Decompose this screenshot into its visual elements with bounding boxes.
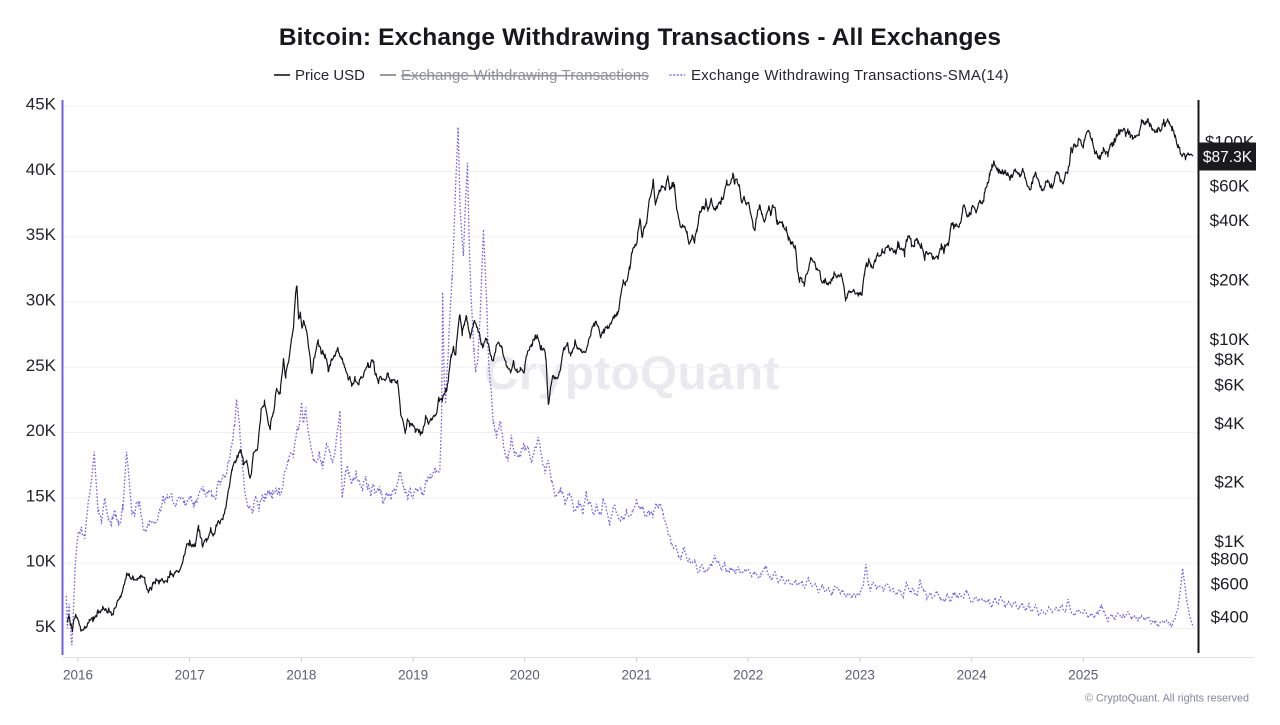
svg-text:$10K: $10K — [1210, 330, 1250, 349]
svg-text:2024: 2024 — [957, 668, 988, 683]
svg-text:$87.3K: $87.3K — [1203, 149, 1253, 166]
svg-text:$2K: $2K — [1214, 473, 1245, 492]
svg-text:45K: 45K — [26, 95, 57, 114]
svg-text:35K: 35K — [26, 225, 57, 244]
svg-text:$6K: $6K — [1214, 376, 1245, 395]
svg-text:$60K: $60K — [1210, 177, 1250, 196]
svg-text:© CryptoQuant. All rights rese: © CryptoQuant. All rights reserved — [1085, 693, 1249, 705]
svg-text:2020: 2020 — [510, 668, 540, 683]
svg-text:10K: 10K — [26, 552, 57, 571]
svg-text:Bitcoin: Exchange Withdrawing: Bitcoin: Exchange Withdrawing Transactio… — [279, 24, 1001, 51]
svg-text:20K: 20K — [26, 421, 57, 440]
svg-text:2016: 2016 — [63, 668, 93, 683]
svg-text:Exchange Withdrawing Transacti: Exchange Withdrawing Transactions-SMA(14… — [691, 67, 1009, 84]
svg-text:$40K: $40K — [1210, 211, 1250, 230]
svg-text:5K: 5K — [35, 617, 56, 636]
svg-text:2022: 2022 — [733, 668, 763, 683]
svg-text:$1K: $1K — [1214, 532, 1245, 551]
svg-text:$4K: $4K — [1214, 414, 1245, 433]
svg-text:2019: 2019 — [398, 668, 428, 683]
svg-text:2023: 2023 — [845, 668, 875, 683]
svg-text:25K: 25K — [26, 356, 57, 375]
svg-text:15K: 15K — [26, 486, 57, 505]
svg-text:2021: 2021 — [621, 668, 651, 683]
svg-text:2018: 2018 — [286, 668, 316, 683]
svg-text:$20K: $20K — [1210, 270, 1250, 289]
svg-text:Price USD: Price USD — [295, 67, 365, 84]
svg-text:2017: 2017 — [175, 668, 205, 683]
svg-text:40K: 40K — [26, 160, 57, 179]
svg-text:$600: $600 — [1211, 574, 1249, 593]
svg-text:30K: 30K — [26, 291, 57, 310]
svg-text:$8K: $8K — [1214, 350, 1245, 369]
svg-text:Exchange Withdrawing Transacti: Exchange Withdrawing Transactions — [401, 67, 649, 84]
svg-text:2025: 2025 — [1068, 668, 1098, 683]
svg-text:$400: $400 — [1211, 608, 1249, 627]
svg-text:CryptoQuant: CryptoQuant — [484, 347, 780, 400]
svg-text:$800: $800 — [1211, 549, 1249, 568]
